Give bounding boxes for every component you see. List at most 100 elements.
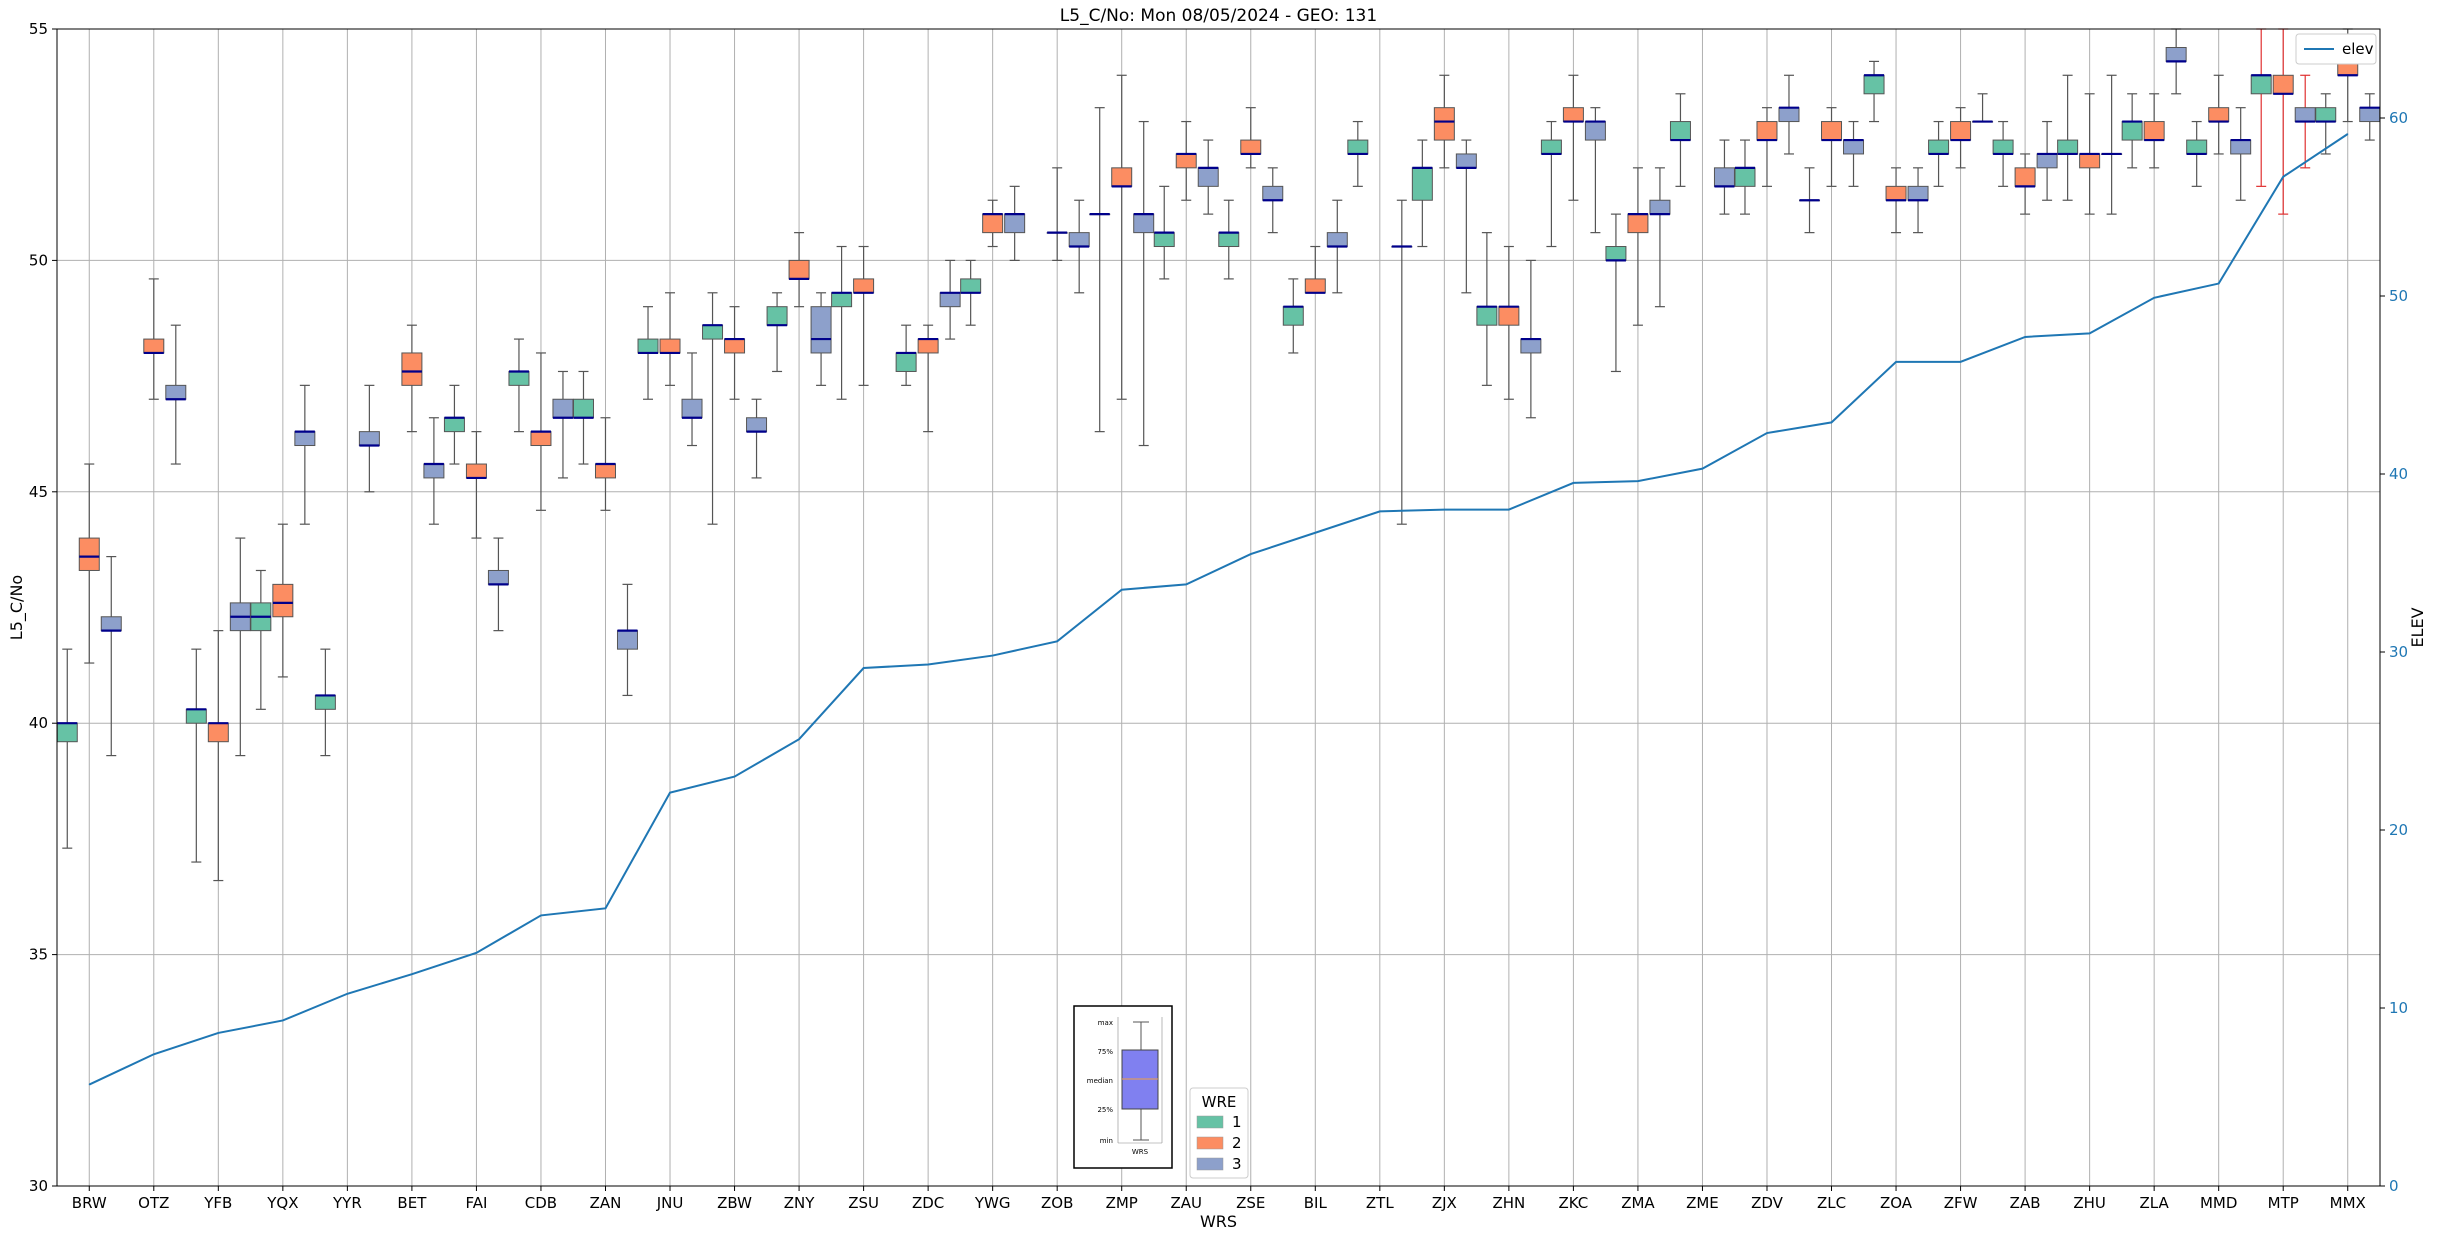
- box-zhn-wre3: [1520, 259, 1542, 419]
- box-zjx-wre2: [1433, 74, 1455, 169]
- elev-point: [604, 907, 606, 909]
- iqr-box: [1347, 139, 1369, 155]
- box-zfw-wre1: [1928, 120, 1950, 187]
- box-fai-wre1: [443, 384, 465, 465]
- x-tick-label: BRW: [72, 1194, 107, 1212]
- elev-point: [798, 738, 800, 740]
- iqr-box: [358, 431, 380, 447]
- box-bet-wre3: [423, 417, 445, 525]
- elev-point: [346, 993, 348, 995]
- box-zhu-wre3: [2101, 74, 2123, 215]
- x-tick-label: ZSU: [848, 1194, 879, 1212]
- elev-point: [1508, 509, 1510, 511]
- x-tick-label: ZAN: [590, 1194, 622, 1212]
- box-zhn-wre1: [1476, 232, 1498, 386]
- y-right-tick-label: 40: [2389, 465, 2408, 483]
- box-zdv-wre3: [1778, 74, 1800, 155]
- plot-frame: [56, 28, 2381, 1187]
- iqr-box: [2272, 74, 2294, 95]
- elev-legend-label: elev: [2342, 40, 2374, 58]
- x-tick-label: FAI: [465, 1194, 487, 1212]
- x-tick-label: ZHU: [2073, 1194, 2106, 1212]
- box-zan-wre2: [594, 417, 616, 511]
- elev-legend: elev: [2295, 33, 2377, 65]
- box-mmx-wre1: [2315, 93, 2337, 155]
- box-zkc-wre1: [1540, 120, 1562, 248]
- box-zoa-wre2: [1885, 167, 1907, 234]
- elev-point: [282, 1019, 284, 1021]
- elev-point: [1056, 640, 1058, 642]
- box-bil-wre2: [1304, 245, 1326, 294]
- box-yqx-wre1: [250, 569, 272, 710]
- box-cdb-wre2: [530, 352, 552, 511]
- iqr-box: [2079, 153, 2101, 169]
- elev-point: [1960, 361, 1962, 363]
- iqr-box: [2359, 107, 2381, 123]
- box-zmp-wre1: [1089, 107, 1111, 433]
- box-zdv-wre2: [1756, 107, 1778, 187]
- box-zan-wre1: [572, 370, 594, 465]
- iqr-box: [982, 213, 1004, 234]
- box-layer: [56, 28, 2381, 882]
- box-zhu-wre1: [2057, 74, 2079, 201]
- elev-point: [992, 655, 994, 657]
- elev-point: [411, 973, 413, 975]
- iqr-box: [2036, 153, 2058, 169]
- elev-point: [2347, 133, 2349, 135]
- iqr-box: [960, 278, 982, 294]
- x-tick-label: ZOA: [1880, 1194, 1913, 1212]
- wre-legend-swatch: [1196, 1157, 1224, 1171]
- elev-point: [1766, 432, 1768, 434]
- box-zse-wre1: [1218, 199, 1240, 280]
- x-tick-label: BIL: [1304, 1194, 1328, 1212]
- iqr-box: [56, 722, 78, 743]
- iqr-box: [2230, 139, 2252, 155]
- iqr-box: [616, 630, 638, 650]
- wre-legend-title: WRE: [1202, 1093, 1237, 1111]
- y-right-tick-label: 50: [2389, 287, 2408, 305]
- iqr-box: [143, 338, 165, 354]
- box-zma-wre2: [1627, 167, 1649, 326]
- x-tick-label: ZKC: [1559, 1194, 1589, 1212]
- chart-title: L5_C/No: Mon 08/05/2024 - GEO: 131: [1060, 6, 1377, 26]
- box-zmp-wre2: [1111, 74, 1133, 400]
- elev-point: [2024, 336, 2026, 338]
- box-zab-wre3: [2036, 120, 2058, 201]
- iqr-box: [746, 417, 768, 433]
- iqr-box: [443, 417, 465, 433]
- elev-point: [2153, 297, 2155, 299]
- x-tick-label: ZFW: [1944, 1194, 1978, 1212]
- x-tick-label: ZJX: [1432, 1194, 1457, 1212]
- iqr-box: [1282, 306, 1304, 326]
- x-tick-label: MMX: [2330, 1194, 2366, 1212]
- x-axis-label: WRS: [1200, 1212, 1237, 1231]
- iqr-box: [1411, 167, 1433, 201]
- box-zla-wre2: [2143, 93, 2165, 169]
- iqr-box: [572, 398, 594, 419]
- legend-layer: elev max 75% median 25% min WRS WRE 1 2 3: [1073, 33, 2377, 1179]
- iqr-box: [810, 306, 832, 354]
- box-zfw-wre2: [1950, 107, 1972, 169]
- box-fai-wre2: [465, 431, 487, 539]
- box-zhn-wre2: [1498, 245, 1520, 400]
- x-tick-label: ZSE: [1236, 1194, 1265, 1212]
- iqr-box: [78, 537, 100, 571]
- iqr-box: [2121, 121, 2143, 141]
- box-zme-wre1: [1669, 93, 1691, 187]
- iqr-box: [1111, 167, 1133, 187]
- iqr-box: [917, 338, 939, 354]
- x-tick-label: CDB: [525, 1194, 557, 1212]
- iqr-box: [1562, 107, 1584, 123]
- iqr-box: [1584, 121, 1606, 141]
- box-bil-wre3: [1326, 199, 1348, 294]
- iqr-box: [552, 398, 574, 419]
- iqr-box: [766, 306, 788, 326]
- box-zma-wre1: [1605, 213, 1627, 373]
- box-ywg-wre3: [1004, 185, 1026, 261]
- iqr-box: [681, 398, 703, 419]
- box-mmd-wre2: [2208, 74, 2230, 155]
- box-zny-wre1: [766, 292, 788, 373]
- iqr-box: [1778, 107, 1800, 123]
- x-tick-label: YQX: [266, 1194, 298, 1212]
- box-brw-wre2: [78, 463, 100, 664]
